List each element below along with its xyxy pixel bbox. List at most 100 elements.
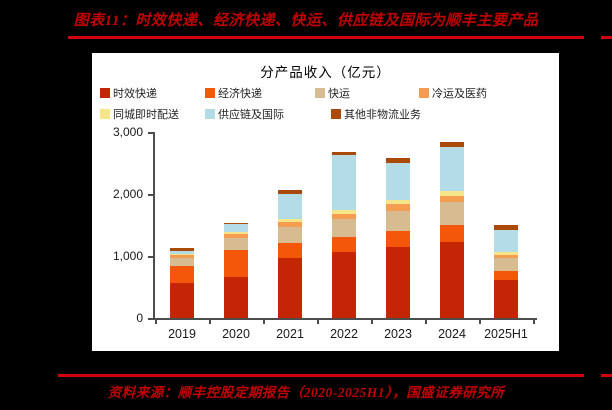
legend-item: 同城即时配送 bbox=[100, 106, 205, 122]
bottom-rule bbox=[58, 374, 584, 377]
bottom-rule-right-sliver bbox=[601, 374, 612, 377]
legend-item: 快运 bbox=[315, 85, 419, 101]
legend-item: 供应链及国际 bbox=[205, 106, 331, 122]
x-tick-label: 2019 bbox=[168, 327, 196, 341]
y-tick-label: 2,000 bbox=[112, 187, 143, 201]
legend-swatch bbox=[331, 109, 341, 119]
bar-segment-供应链及国际 bbox=[170, 250, 194, 255]
bar-segment-同城即时配送 bbox=[170, 254, 194, 256]
chart-title: 分产品收入（亿元） bbox=[260, 65, 391, 80]
bar-segment-同城即时配送 bbox=[278, 218, 302, 222]
stacked-bar bbox=[170, 132, 194, 318]
legend-swatch bbox=[100, 109, 110, 119]
legend-swatch bbox=[205, 109, 215, 119]
bar-segment-同城即时配送 bbox=[386, 199, 410, 205]
y-tick-label: 3,000 bbox=[112, 125, 143, 139]
legend-swatch bbox=[315, 88, 325, 98]
bar-segment-冷运及医药 bbox=[386, 204, 410, 211]
legend-swatch bbox=[419, 88, 429, 98]
bar-segment-其他非物流业务 bbox=[494, 225, 518, 230]
bar-segment-冷运及医药 bbox=[170, 255, 194, 259]
bar-segment-快运 bbox=[224, 238, 248, 250]
bar-segment-供应链及国际 bbox=[440, 146, 464, 191]
bar-segment-供应链及国际 bbox=[278, 194, 302, 219]
top-rule bbox=[68, 36, 584, 39]
x-tick-label: 2022 bbox=[330, 327, 358, 341]
x-tick-label: 2025H1 bbox=[484, 327, 528, 341]
legend-item: 其他非物流业务 bbox=[331, 106, 421, 122]
bar-segment-经济快递 bbox=[440, 225, 464, 243]
bar-segment-同城即时配送 bbox=[224, 232, 248, 234]
x-tick-label: 2020 bbox=[222, 327, 250, 341]
x-tick bbox=[155, 319, 157, 324]
bar-segment-冷运及医药 bbox=[224, 234, 248, 239]
stacked-bar bbox=[278, 132, 302, 318]
bar-segment-快运 bbox=[440, 202, 464, 226]
x-tick bbox=[371, 319, 373, 324]
legend-row: 同城即时配送 供应链及国际 其他非物流业务 bbox=[100, 106, 552, 122]
bar-segment-经济快递 bbox=[170, 266, 194, 283]
y-tick-label: 0 bbox=[136, 311, 143, 325]
bar-segment-冷运及医药 bbox=[278, 221, 302, 227]
bar-segment-冷运及医药 bbox=[440, 195, 464, 203]
legend-label: 冷运及医药 bbox=[432, 88, 487, 100]
bar-segment-其他非物流业务 bbox=[278, 189, 302, 195]
y-tick bbox=[148, 194, 153, 196]
legend-item: 冷运及医药 bbox=[419, 85, 487, 101]
legend-label: 时效快递 bbox=[113, 88, 157, 100]
bar-segment-供应链及国际 bbox=[386, 162, 410, 200]
x-tick bbox=[317, 319, 319, 324]
bar-segment-其他非物流业务 bbox=[440, 141, 464, 147]
bar-segment-快运 bbox=[170, 258, 194, 267]
plot-area: 0 1,000 2,000 3,000 2019 2020 2021 2022 2023 2024… bbox=[92, 53, 559, 351]
x-tick-label: 2024 bbox=[438, 327, 466, 341]
chart-legend: 时效快递 经济快递 快运 冷运及医药同城即时配送 供应链及国际 其他非物流业务 bbox=[100, 85, 552, 127]
x-tick bbox=[479, 319, 481, 324]
bar-segment-其他非物流业务 bbox=[224, 222, 248, 225]
bar-segment-时效快递 bbox=[440, 242, 464, 318]
bar-segment-同城即时配送 bbox=[494, 251, 518, 255]
bar-segment-快运 bbox=[332, 219, 356, 237]
bar-segment-快运 bbox=[386, 210, 410, 232]
x-tick bbox=[425, 319, 427, 324]
bar-segment-时效快递 bbox=[170, 282, 194, 318]
bar-segment-经济快递 bbox=[332, 236, 356, 253]
bar-segment-时效快递 bbox=[332, 252, 356, 318]
bar-segment-时效快递 bbox=[494, 279, 518, 318]
bar-segment-经济快递 bbox=[278, 242, 302, 259]
legend-swatch bbox=[100, 88, 110, 98]
bar-segment-供应链及国际 bbox=[332, 155, 356, 210]
x-tick bbox=[263, 319, 265, 324]
bar-segment-同城即时配送 bbox=[332, 209, 356, 214]
bar-segment-冷运及医药 bbox=[332, 213, 356, 220]
bar-segment-同城即时配送 bbox=[440, 190, 464, 196]
bar-segment-快运 bbox=[494, 258, 518, 271]
bar-segment-经济快递 bbox=[386, 231, 410, 247]
legend-item: 时效快递 bbox=[100, 85, 205, 101]
bar-segment-其他非物流业务 bbox=[332, 152, 356, 156]
bar-segment-时效快递 bbox=[224, 276, 248, 318]
legend-label: 同城即时配送 bbox=[113, 109, 179, 121]
x-axis-line bbox=[153, 318, 537, 320]
bar-segment-供应链及国际 bbox=[224, 224, 248, 233]
stacked-bar bbox=[494, 132, 518, 318]
figure-caption: 图表11：时效快递、经济快递、快运、供应链及国际为顺丰主要产品 bbox=[73, 13, 539, 29]
y-tick bbox=[148, 132, 153, 134]
bar-segment-其他非物流业务 bbox=[386, 157, 410, 163]
x-tick-label: 2021 bbox=[276, 327, 304, 341]
bar-segment-经济快递 bbox=[494, 270, 518, 280]
legend-label: 经济快递 bbox=[218, 88, 262, 100]
stacked-bar bbox=[224, 132, 248, 318]
top-rule-right-sliver bbox=[601, 36, 612, 39]
legend-row: 时效快递 经济快递 快运 冷运及医药 bbox=[100, 85, 552, 101]
bar-segment-其他非物流业务 bbox=[170, 248, 194, 251]
y-tick bbox=[148, 318, 153, 320]
legend-swatch bbox=[205, 88, 215, 98]
bar-segment-时效快递 bbox=[386, 246, 410, 318]
bar-segment-供应链及国际 bbox=[494, 229, 518, 252]
x-tick bbox=[533, 319, 535, 324]
x-tick-label: 2023 bbox=[384, 327, 412, 341]
stacked-bar bbox=[440, 132, 464, 318]
legend-item: 经济快递 bbox=[205, 85, 315, 101]
chart-panel: 分产品收入（亿元） 时效快递 经济快递 快运 冷运及医药同城即时配送 供应链及国际 其他非… bbox=[92, 53, 559, 351]
